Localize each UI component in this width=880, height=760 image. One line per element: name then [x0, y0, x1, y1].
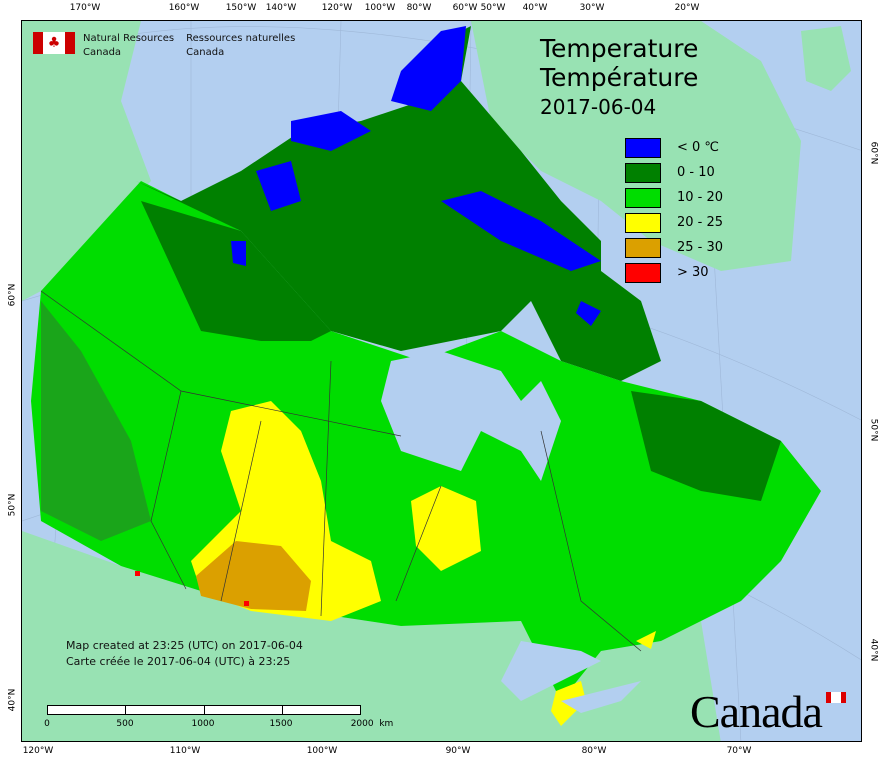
org-name-fr: Ressources naturelles [186, 33, 296, 44]
region-below-0 [391, 26, 466, 111]
org-name-en: Natural Resources [83, 33, 175, 44]
legend-swatch [625, 262, 661, 283]
region-20-25 [636, 631, 656, 649]
title-fr: Température [540, 63, 699, 92]
region-20-25 [411, 486, 481, 571]
province-borders [40, 290, 642, 652]
scale-label: 500 [116, 719, 134, 729]
lat-tick: 40°N [7, 688, 18, 712]
wordmark-flag-icon [826, 692, 846, 703]
great-lakes [561, 681, 641, 713]
legend-label: 20 - 25 [677, 215, 724, 230]
region-above-30 [244, 601, 249, 606]
lon-tick: 30°W [579, 3, 605, 13]
lon-tick: 150°W [225, 3, 257, 13]
scale-label: 0 [44, 719, 50, 729]
lon-tick: 70°W [726, 746, 752, 756]
scale-label: 1500 [269, 719, 293, 729]
lon-tick: 60°W [452, 3, 478, 13]
lat-tick: 50°N [7, 493, 18, 517]
credit-fr: Carte créée le 2017-06-04 (UTC) à 23:25 [66, 655, 291, 668]
lon-tick: 120°W [22, 746, 54, 756]
scale-label: 1000 [191, 719, 215, 729]
legend-label: 25 - 30 [677, 240, 724, 255]
legend-item: 10 - 20 [625, 185, 723, 210]
credit-en: Map created at 23:25 (UTC) on 2017-06-04 [66, 639, 303, 652]
legend-swatch [625, 212, 661, 233]
hudson-bay [381, 351, 561, 481]
legend-label: 0 - 10 [677, 165, 715, 180]
region-below-0 [576, 301, 601, 326]
lon-tick: 20°W [674, 3, 700, 13]
canada-flag-icon: ♣ [33, 32, 75, 54]
legend-item: < 0 ℃ [625, 135, 723, 160]
lon-tick: 100°W [306, 746, 338, 756]
map-title: Temperature Température 2017-06-04 [540, 34, 698, 122]
region-bc-mixed [41, 301, 151, 541]
legend: < 0 ℃ 0 - 10 10 - 20 20 - 25 25 - 30 > 30 [625, 135, 723, 285]
lon-tick: 90°W [445, 746, 471, 756]
canada-wordmark: Canada [690, 686, 823, 737]
title-en: Temperature [540, 34, 699, 63]
iceland [801, 26, 851, 91]
great-lakes [501, 641, 601, 701]
legend-label: < 0 ℃ [677, 140, 720, 155]
region-below-0 [231, 241, 246, 266]
legend-label: > 30 [677, 265, 709, 280]
region-below-0 [291, 111, 371, 151]
nrcan-signature: ♣ Natural Resources Canada Ressources nat… [33, 32, 295, 60]
map-credit: Map created at 23:25 (UTC) on 2017-06-04… [66, 638, 303, 670]
map-frame [21, 20, 862, 742]
lon-tick: 80°W [406, 3, 432, 13]
lon-tick: 40°W [522, 3, 548, 13]
legend-swatch [625, 237, 661, 258]
map-date: 2017-06-04 [540, 95, 657, 119]
lat-tick: 60°N [7, 283, 18, 307]
region-above-30 [135, 571, 140, 576]
region-below-0 [441, 191, 601, 271]
map-canvas [22, 21, 861, 741]
lon-tick: 140°W [265, 3, 297, 13]
lon-tick: 120°W [321, 3, 353, 13]
scale-label: 2000 km [350, 719, 394, 729]
legend-item: > 30 [625, 260, 723, 285]
legend-swatch [625, 162, 661, 183]
lon-tick: 160°W [168, 3, 200, 13]
lat-tick: 50°N [868, 418, 879, 442]
org-name-fr-2: Canada [186, 47, 225, 58]
scale-bar [47, 705, 361, 715]
lon-tick: 100°W [364, 3, 396, 13]
lon-tick: 50°W [480, 3, 506, 13]
lon-tick: 80°W [581, 746, 607, 756]
lon-tick: 110°W [169, 746, 201, 756]
region-0-10 [141, 201, 331, 341]
org-name-en-2: Canada [83, 47, 122, 58]
legend-swatch [625, 187, 661, 208]
lon-tick: 170°W [69, 3, 101, 13]
lat-tick: 60°N [868, 141, 879, 165]
legend-item: 0 - 10 [625, 160, 723, 185]
region-0-10-labrador [631, 391, 781, 501]
legend-swatch [625, 137, 661, 158]
legend-label: 10 - 20 [677, 190, 724, 205]
legend-item: 20 - 25 [625, 210, 723, 235]
united-states [22, 531, 721, 741]
alaska [22, 21, 151, 301]
region-below-0 [256, 161, 301, 211]
lat-tick: 40°N [868, 638, 879, 662]
legend-item: 25 - 30 [625, 235, 723, 260]
region-25-30 [196, 541, 311, 611]
